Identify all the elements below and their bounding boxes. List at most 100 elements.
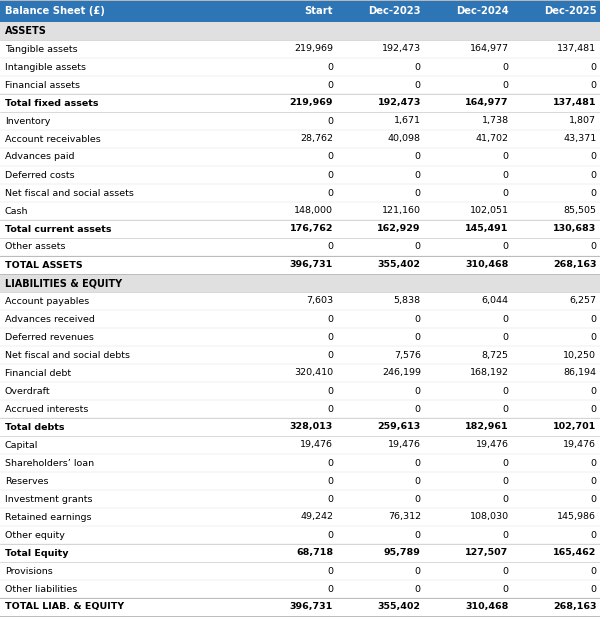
Text: Start: Start	[305, 6, 333, 16]
Text: 0: 0	[415, 243, 421, 252]
FancyBboxPatch shape	[0, 0, 600, 22]
Text: 0: 0	[503, 584, 509, 593]
Text: 0: 0	[415, 531, 421, 540]
Text: 7,576: 7,576	[394, 351, 421, 360]
Text: 0: 0	[415, 566, 421, 575]
Text: 0: 0	[503, 243, 509, 252]
Text: Intangible assets: Intangible assets	[5, 63, 86, 72]
Text: 0: 0	[415, 189, 421, 198]
Text: 0: 0	[327, 243, 333, 252]
Text: Other assets: Other assets	[5, 243, 65, 252]
Text: 219,969: 219,969	[290, 99, 333, 108]
Text: 0: 0	[415, 458, 421, 467]
Text: Advances paid: Advances paid	[5, 152, 74, 161]
Text: 130,683: 130,683	[553, 225, 596, 234]
Text: 19,476: 19,476	[563, 440, 596, 449]
Text: 43,371: 43,371	[563, 134, 596, 143]
Text: 76,312: 76,312	[388, 513, 421, 522]
Text: 121,160: 121,160	[382, 207, 421, 216]
Text: 0: 0	[590, 566, 596, 575]
Text: Account receivables: Account receivables	[5, 134, 101, 143]
Text: 0: 0	[415, 477, 421, 486]
Text: 0: 0	[415, 63, 421, 72]
Text: Dec-2025: Dec-2025	[544, 6, 596, 16]
Text: 1,807: 1,807	[569, 116, 596, 125]
Text: 0: 0	[327, 477, 333, 486]
FancyBboxPatch shape	[0, 220, 600, 238]
Text: 0: 0	[415, 170, 421, 179]
Text: 0: 0	[415, 314, 421, 323]
Text: 0: 0	[590, 333, 596, 342]
Text: 1,738: 1,738	[481, 116, 509, 125]
Text: 168,192: 168,192	[470, 369, 509, 378]
Text: 19,476: 19,476	[388, 440, 421, 449]
Text: 0: 0	[590, 170, 596, 179]
Text: Account payables: Account payables	[5, 296, 89, 305]
Text: 0: 0	[327, 404, 333, 413]
Text: 0: 0	[590, 314, 596, 323]
FancyBboxPatch shape	[0, 526, 600, 544]
Text: Financial debt: Financial debt	[5, 369, 71, 378]
Text: 127,507: 127,507	[466, 548, 509, 557]
FancyBboxPatch shape	[0, 238, 600, 256]
Text: 355,402: 355,402	[378, 602, 421, 611]
Text: 0: 0	[590, 189, 596, 198]
Text: 6,257: 6,257	[569, 296, 596, 305]
Text: 0: 0	[590, 152, 596, 161]
Text: 0: 0	[590, 63, 596, 72]
FancyBboxPatch shape	[0, 202, 600, 220]
Text: 164,977: 164,977	[470, 45, 509, 54]
Text: 0: 0	[503, 189, 509, 198]
Text: 19,476: 19,476	[300, 440, 333, 449]
Text: 0: 0	[590, 458, 596, 467]
Text: Accrued interests: Accrued interests	[5, 404, 88, 413]
Text: 396,731: 396,731	[290, 602, 333, 611]
FancyBboxPatch shape	[0, 562, 600, 580]
Text: 0: 0	[590, 531, 596, 540]
Text: Investment grants: Investment grants	[5, 495, 92, 504]
Text: 0: 0	[327, 531, 333, 540]
FancyBboxPatch shape	[0, 418, 600, 436]
Text: 0: 0	[503, 333, 509, 342]
Text: Advances received: Advances received	[5, 314, 95, 323]
Text: 0: 0	[327, 116, 333, 125]
Text: 328,013: 328,013	[290, 422, 333, 431]
Text: 355,402: 355,402	[378, 260, 421, 269]
Text: LIABILITIES & EQUITY: LIABILITIES & EQUITY	[5, 278, 122, 288]
Text: 219,969: 219,969	[294, 45, 333, 54]
Text: 0: 0	[327, 387, 333, 396]
Text: Other liabilities: Other liabilities	[5, 584, 77, 593]
Text: 0: 0	[590, 495, 596, 504]
FancyBboxPatch shape	[0, 598, 600, 616]
Text: Other equity: Other equity	[5, 531, 65, 540]
Text: 0: 0	[503, 314, 509, 323]
Text: 0: 0	[327, 314, 333, 323]
FancyBboxPatch shape	[0, 58, 600, 76]
Text: 192,473: 192,473	[382, 45, 421, 54]
FancyBboxPatch shape	[0, 40, 600, 58]
Text: 268,163: 268,163	[553, 260, 596, 269]
Text: Dec-2023: Dec-2023	[368, 6, 421, 16]
FancyBboxPatch shape	[0, 148, 600, 166]
Text: 0: 0	[415, 495, 421, 504]
Text: 102,051: 102,051	[470, 207, 509, 216]
Text: 0: 0	[327, 566, 333, 575]
Text: 0: 0	[590, 243, 596, 252]
Text: 268,163: 268,163	[553, 602, 596, 611]
Text: Total fixed assets: Total fixed assets	[5, 99, 98, 108]
Text: Deferred revenues: Deferred revenues	[5, 333, 94, 342]
FancyBboxPatch shape	[0, 544, 600, 562]
Text: 40,098: 40,098	[388, 134, 421, 143]
Text: 0: 0	[327, 333, 333, 342]
Text: 259,613: 259,613	[377, 422, 421, 431]
Text: 0: 0	[503, 458, 509, 467]
Text: Total debts: Total debts	[5, 422, 64, 431]
Text: 0: 0	[590, 477, 596, 486]
Text: 0: 0	[415, 584, 421, 593]
Text: 0: 0	[327, 189, 333, 198]
Text: Net fiscal and social debts: Net fiscal and social debts	[5, 351, 130, 360]
Text: Overdraft: Overdraft	[5, 387, 50, 396]
Text: 86,194: 86,194	[563, 369, 596, 378]
Text: Deferred costs: Deferred costs	[5, 170, 74, 179]
Text: Dec-2024: Dec-2024	[456, 6, 509, 16]
